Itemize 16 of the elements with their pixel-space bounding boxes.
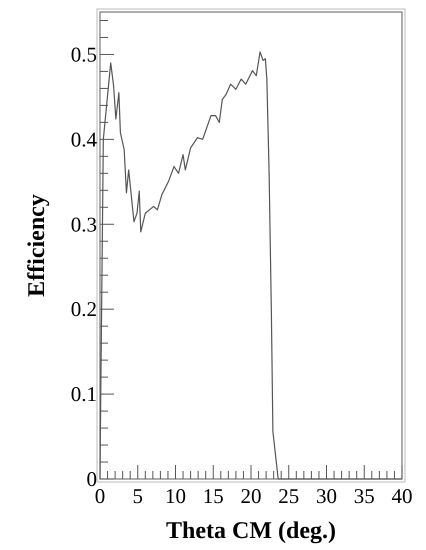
- x-tick-label: 35: [354, 484, 375, 508]
- x-tick-label: 30: [316, 484, 337, 508]
- x-tick-label: 20: [240, 484, 262, 508]
- x-tick-label: 5: [132, 484, 143, 508]
- x-tick-label: 40: [392, 484, 412, 508]
- x-tick-label: 15: [202, 484, 224, 508]
- y-tick-label: 0: [86, 467, 97, 491]
- y-tick-label: 0.3: [70, 212, 97, 236]
- x-tick-label: 25: [278, 484, 300, 508]
- y-tick-label: 0.2: [70, 297, 97, 322]
- y-tick-label: 0.4: [70, 127, 98, 152]
- y-tick-label: 0.1: [70, 382, 97, 406]
- y-tick-label: 0.5: [70, 42, 97, 66]
- x-axis-title: Theta CM (deg.): [166, 518, 336, 544]
- x-tick-label: 10: [165, 484, 186, 508]
- y-axis-title: Efficiency: [24, 194, 50, 297]
